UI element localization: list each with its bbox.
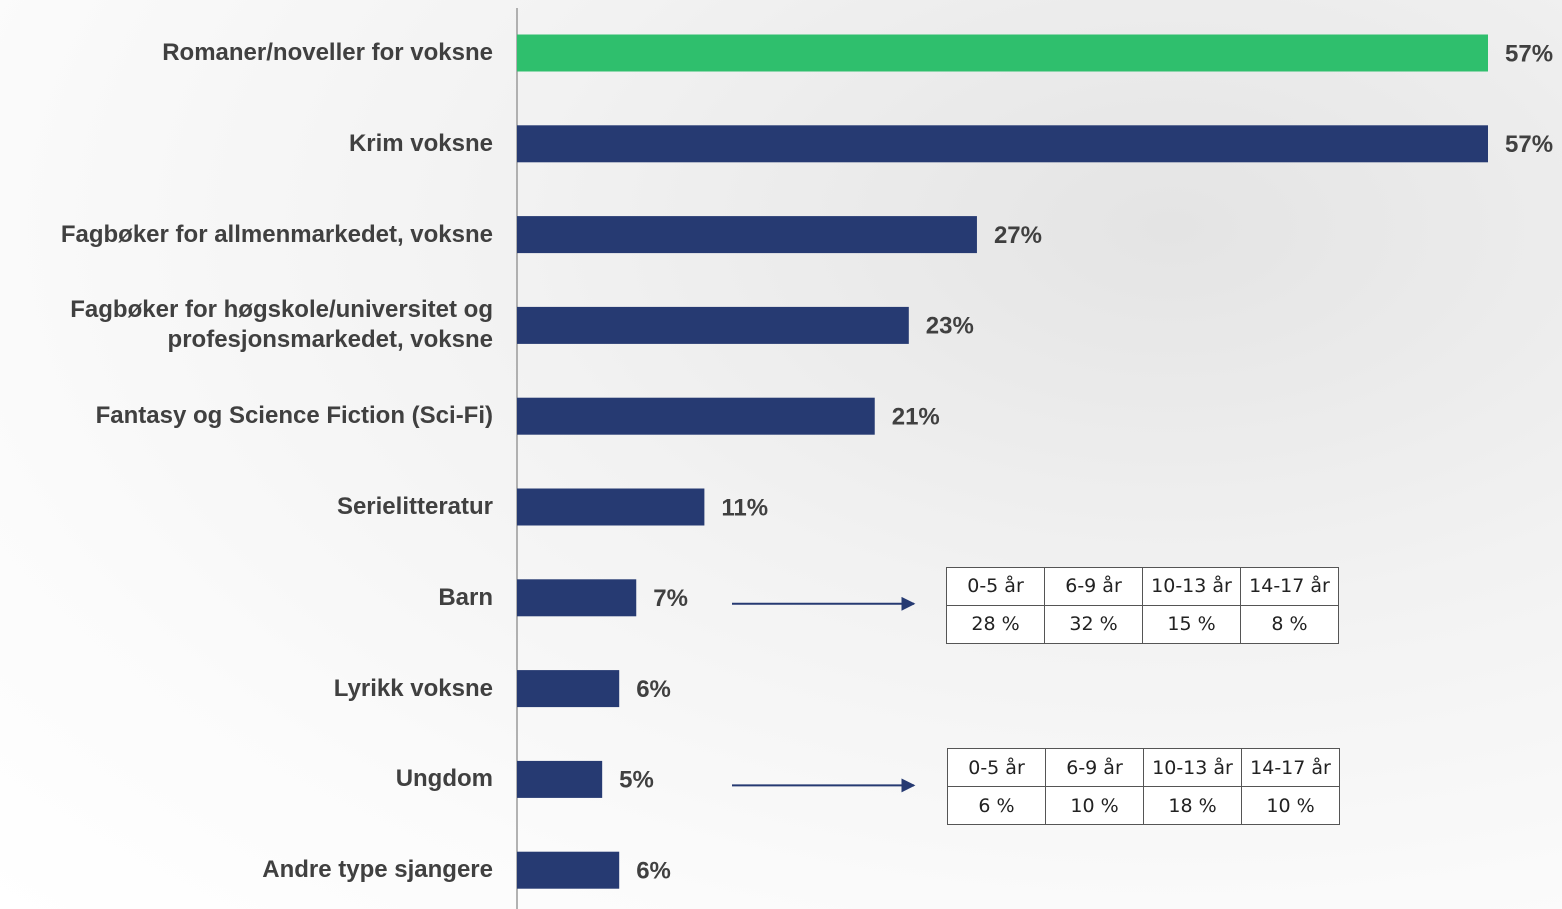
category-label: Fagbøker for høgskole/universitet og pro… (0, 295, 493, 355)
bar (517, 398, 875, 435)
value-label: 7% (653, 585, 688, 612)
table-row: 6 %10 %18 %10 % (948, 787, 1340, 825)
value-label: 57% (1505, 131, 1553, 158)
header-cell: 10-13 år (1143, 567, 1241, 605)
category-label: Serielitteratur (0, 492, 493, 522)
bar (517, 489, 704, 526)
bar (517, 670, 619, 707)
bar (517, 761, 602, 798)
category-label: Ungdom (0, 764, 493, 794)
value-label: 6% (636, 676, 671, 703)
value-label: 57% (1505, 40, 1553, 67)
value-cell: 32 % (1045, 605, 1143, 643)
value-label: 6% (636, 858, 671, 885)
value-label: 21% (892, 404, 940, 431)
value-cell: 10 % (1242, 787, 1340, 825)
header-cell: 6-9 år (1046, 749, 1144, 787)
value-cell: 10 % (1046, 787, 1144, 825)
bar (517, 125, 1488, 162)
category-label: Romaner/noveller for voksne (0, 38, 493, 68)
header-cell: 6-9 år (1045, 567, 1143, 605)
category-label: Fantasy og Science Fiction (Sci-Fi) (0, 401, 493, 431)
value-cell: 6 % (948, 787, 1046, 825)
bar (517, 852, 619, 889)
category-label: Lyrikk voksne (0, 674, 493, 704)
value-cell: 8 % (1241, 605, 1339, 643)
value-cell: 18 % (1144, 787, 1242, 825)
bar (517, 35, 1488, 72)
value-label: 11% (721, 494, 768, 521)
category-label: Andre type sjangere (0, 855, 493, 885)
header-cell: 0-5 år (948, 749, 1046, 787)
value-label: 23% (926, 313, 974, 340)
bar (517, 216, 977, 253)
header-cell: 0-5 år (947, 567, 1045, 605)
header-cell: 14-17 år (1242, 749, 1340, 787)
category-label: Barn (0, 583, 493, 613)
value-cell: 28 % (947, 605, 1045, 643)
bar (517, 579, 636, 616)
table-row: 28 %32 %15 %8 % (947, 605, 1339, 643)
category-label: Krim voksne (0, 129, 493, 159)
category-label: Fagbøker for allmenmarkedet, voksne (0, 220, 493, 250)
value-cell: 15 % (1143, 605, 1241, 643)
page: {"chart_data": {"type": "bar", "orientat… (0, 0, 1562, 909)
header-cell: 14-17 år (1241, 567, 1339, 605)
value-label: 5% (619, 767, 654, 794)
value-label: 27% (994, 222, 1042, 249)
bar (517, 307, 909, 344)
header-cell: 10-13 år (1144, 749, 1242, 787)
